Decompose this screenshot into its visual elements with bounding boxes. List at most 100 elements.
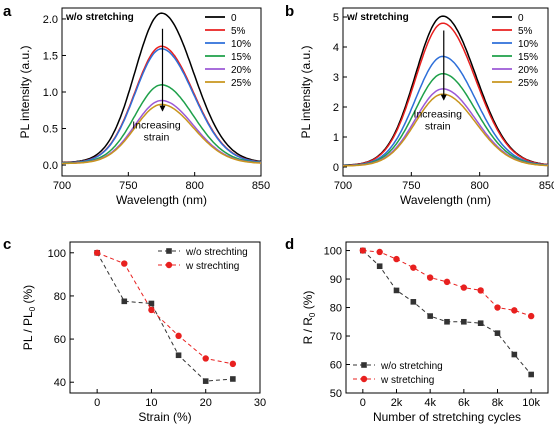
strain-arrow-head xyxy=(159,105,166,112)
x-tick-label: 10 xyxy=(145,397,157,409)
x-tick-label: 2k xyxy=(391,397,403,409)
data-point xyxy=(202,378,209,384)
spectrum-line-0 xyxy=(62,12,262,164)
panel-subtitle: w/ stretching xyxy=(346,12,409,23)
spectrum-line-25pct xyxy=(62,103,262,165)
legend-label: 20% xyxy=(518,65,538,76)
x-tick-label: 0 xyxy=(94,397,100,409)
data-point xyxy=(461,318,467,325)
legend-label: 5% xyxy=(518,26,533,37)
x-axis-label: Number of stretching cycles xyxy=(373,410,521,424)
x-tick-label: 750 xyxy=(402,180,420,192)
data-point xyxy=(444,318,450,325)
annotation-line-1: Increasing xyxy=(414,109,463,121)
legend-label: 10% xyxy=(231,39,251,50)
y-tick-label: 80 xyxy=(54,291,66,303)
x-tick-label: 6k xyxy=(458,397,470,409)
data-point xyxy=(527,312,535,320)
y-tick-label: 0.0 xyxy=(43,160,58,172)
panel-letter-d: d xyxy=(285,236,294,253)
y-tick-label: 2 xyxy=(333,102,339,114)
spectrum-line-15pct xyxy=(343,72,549,167)
legend-label: 15% xyxy=(231,52,251,63)
plot-frame-c xyxy=(69,241,261,394)
spectrum-line-15pct xyxy=(61,84,261,164)
legend-label: 20% xyxy=(231,65,251,76)
chart-d: 0 2k 4k 6k 8k 10k 50 60 70 80 90 100 Number of stret… xyxy=(301,241,549,424)
series-line-0 xyxy=(96,252,233,382)
y-tick-label: 1.0 xyxy=(43,87,58,99)
data-point xyxy=(426,274,434,281)
data-point xyxy=(443,278,451,286)
y-tick-label: 5 xyxy=(333,12,339,24)
x-tick-label: 750 xyxy=(119,180,137,192)
x-tick-label: 700 xyxy=(53,180,71,192)
y-axis-label: PL intensity (a.u.) xyxy=(299,46,313,139)
data-point xyxy=(359,247,367,254)
x-tick-label: 800 xyxy=(470,180,488,192)
legend-label: w stretching xyxy=(380,375,434,386)
y-tick-label: 50 xyxy=(330,388,342,400)
data-point xyxy=(121,260,128,267)
data-point xyxy=(477,320,484,326)
y-tick-label: 2.0 xyxy=(43,14,58,26)
data-point xyxy=(165,261,173,269)
data-point xyxy=(202,355,209,362)
legend-label: w/o stretching xyxy=(380,361,443,372)
data-point xyxy=(360,375,368,383)
spectrum-line-10pct xyxy=(342,55,549,167)
legend-label: 0 xyxy=(231,13,237,24)
data-point xyxy=(121,298,128,305)
legend-label: 5% xyxy=(231,26,246,37)
x-tick-label: 20 xyxy=(200,397,212,409)
panel-subtitle: w/o stretching xyxy=(65,12,134,23)
panel-letter-a: a xyxy=(3,3,12,20)
spectrum-line-25pct xyxy=(343,93,549,167)
y-tick-label: 1 xyxy=(333,132,339,144)
data-point xyxy=(166,248,172,254)
series-line-0 xyxy=(362,250,532,375)
x-tick-label: 0 xyxy=(360,397,366,409)
legend-label: 25% xyxy=(231,78,251,89)
legend-label: 25% xyxy=(518,78,538,89)
y-tick-label: 40 xyxy=(54,377,66,389)
legend-label: w/o strechting xyxy=(185,247,248,258)
data-point xyxy=(148,306,155,314)
x-tick-label: 850 xyxy=(252,180,270,192)
x-axis-label: Strain (%) xyxy=(138,410,191,424)
annotation-line-1: Increasing xyxy=(132,120,181,132)
x-axis-label: Wavelength (nm) xyxy=(116,193,207,207)
series-line-1 xyxy=(96,252,233,365)
data-point xyxy=(477,287,484,294)
panel-letter-c: c xyxy=(3,236,11,253)
y-tick-label: 0.5 xyxy=(43,124,58,136)
plot-frame-d xyxy=(345,241,549,394)
data-point xyxy=(376,263,383,270)
annotation-line-2: strain xyxy=(425,121,451,133)
y-tick-label: 100 xyxy=(48,248,66,260)
y-tick-label: 70 xyxy=(330,331,342,343)
x-axis-label: Wavelength (nm) xyxy=(400,193,491,207)
chart-b: 700 750 800 850 0 1 2 3 4 5 Wavelength (nm) PL inte… xyxy=(299,7,554,207)
legend-label: 0 xyxy=(518,13,524,24)
chart-a: 700 750 800 850 0.0 0.5 1.0 1.5 2.0 Wavelength (n… xyxy=(18,7,270,207)
data-point xyxy=(148,300,155,307)
data-point xyxy=(511,307,518,314)
data-point xyxy=(511,351,518,358)
spectrum-line-5pct xyxy=(342,22,549,167)
y-axis-label: PL intensity (a.u.) xyxy=(18,46,32,139)
data-point xyxy=(175,332,182,340)
x-tick-label: 30 xyxy=(254,397,266,409)
data-point xyxy=(494,330,501,336)
legend-label: 15% xyxy=(518,52,538,63)
data-point xyxy=(175,352,182,359)
data-point xyxy=(361,362,367,368)
data-point xyxy=(229,360,237,368)
spectrum-line-10pct xyxy=(62,48,262,164)
x-tick-label: 800 xyxy=(185,180,203,192)
y-tick-label: 60 xyxy=(330,360,342,372)
y-axis-label: PL / PL0 (%) xyxy=(21,285,37,350)
data-point xyxy=(528,371,534,378)
y-tick-label: 100 xyxy=(324,246,342,258)
